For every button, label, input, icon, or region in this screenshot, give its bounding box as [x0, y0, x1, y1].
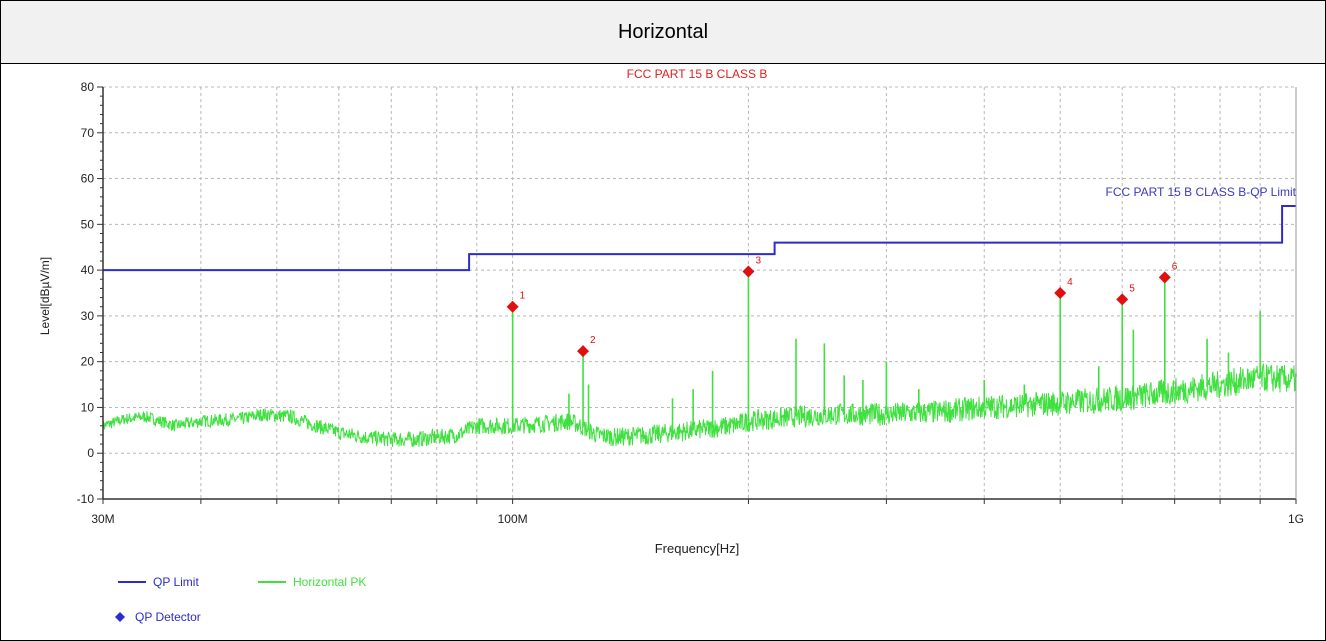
qp-detector-marker — [1158, 271, 1171, 284]
header-bar: Horizontal — [1, 1, 1325, 64]
legend-swatch-diamond — [115, 612, 125, 622]
qp-detector-marker — [1054, 287, 1067, 299]
y-tick-label: 20 — [81, 355, 95, 369]
marker-label: 6 — [1172, 261, 1178, 272]
marker-label: 3 — [755, 255, 761, 266]
qp-detector-marker — [1116, 293, 1129, 306]
axes: -10 0 10 20 30 40 50 60 70 80 30M 100M 1G — [77, 80, 1304, 526]
x-tick-label: 1G — [1288, 512, 1304, 526]
y-tick-label: 0 — [87, 446, 94, 460]
legend-label: QP Limit — [153, 575, 199, 589]
marker-label: 1 — [520, 291, 526, 302]
qp-detector-marker — [506, 300, 519, 313]
chart-title: FCC PART 15 B CLASS B — [627, 67, 768, 81]
y-axis-label: Level[dBµV/m] — [38, 257, 52, 335]
qp-detector-marker — [577, 345, 590, 358]
x-axis-label: Frequency[Hz] — [655, 541, 740, 556]
y-tick-label: 70 — [81, 126, 95, 140]
y-tick-label: -10 — [77, 492, 95, 506]
y-tick-label: 30 — [81, 309, 95, 323]
marker-label: 5 — [1129, 283, 1135, 294]
y-tick-label: 80 — [81, 80, 95, 94]
x-tick-label: 30M — [91, 512, 114, 526]
series-layer — [102, 205, 1297, 447]
markers-layer: 1 2 3 4 5 6 — [506, 255, 1178, 358]
header-title: Horizontal — [617, 20, 709, 43]
legend-label: QP Detector — [135, 610, 201, 624]
qp-limit-line — [103, 205, 1296, 272]
y-tick-label: 10 — [81, 400, 95, 414]
y-tick-label: 60 — [81, 172, 95, 186]
y-tick-label: 50 — [81, 217, 95, 231]
marker-label: 2 — [590, 335, 596, 346]
marker-label: 4 — [1067, 277, 1073, 288]
limit-annotation: FCC PART 15 B CLASS B-QP Limit — [1105, 185, 1296, 199]
x-tick-label: 100M — [498, 512, 528, 526]
legend: QP Limit Horizontal PK QP Detector — [115, 575, 366, 624]
legend-label: Horizontal PK — [293, 575, 366, 589]
horizontal-pk-line — [102, 363, 1297, 447]
y-tick-label: 40 — [81, 263, 95, 277]
qp-detector-marker — [742, 265, 755, 278]
